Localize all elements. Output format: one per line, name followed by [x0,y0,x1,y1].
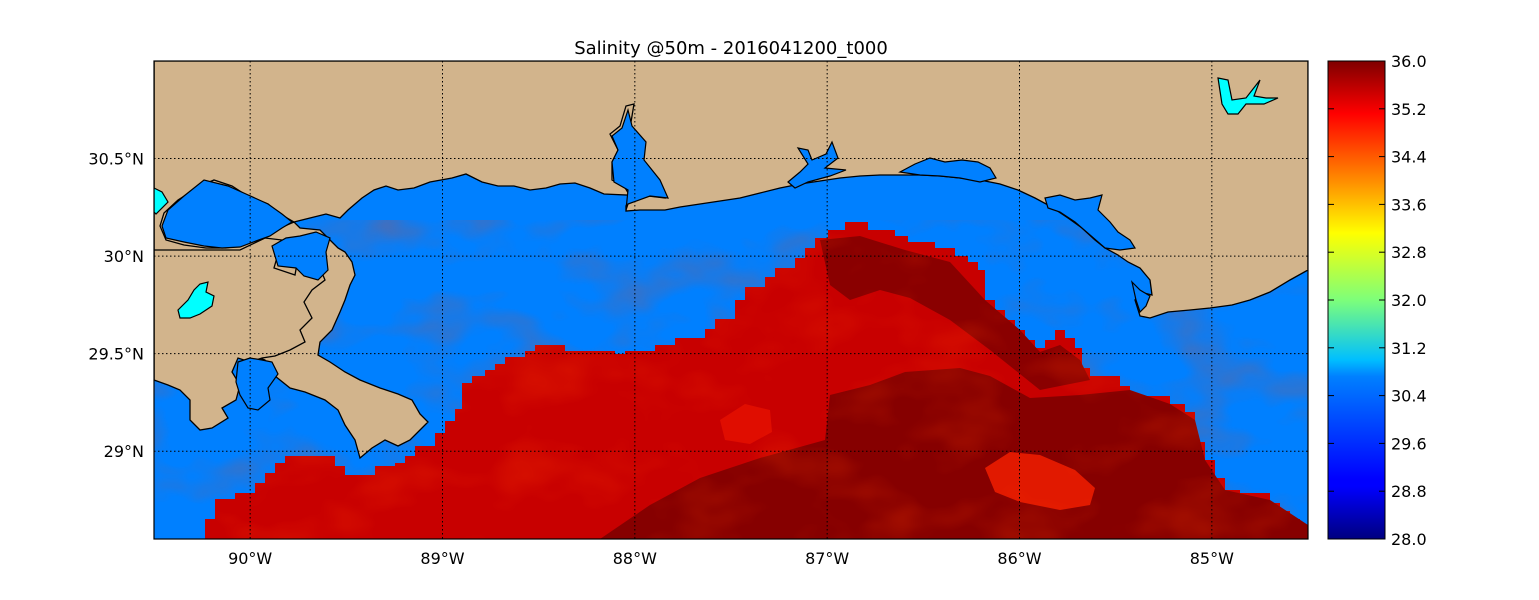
land-mass [154,61,1308,460]
map-area [154,61,1308,539]
colorbar-tick-label: 32.8 [1391,243,1427,262]
colorbar-tick-label: 31.2 [1391,339,1427,358]
st-andrew-bay [1044,194,1137,251]
map-title: Salinity @50m - 2016041200_t000 [574,38,888,59]
colorbar-ticks: 36.0 35.2 34.4 33.6 32.8 32.0 31.2 30.4 29.6 28.8… [1328,52,1427,549]
map-frame [153,60,1309,540]
latitude-label: 29.5°N [88,345,144,364]
colorbar [1327,60,1386,540]
choctawhatchee-bay [898,157,997,183]
mobile-bay [611,107,669,211]
colorbar-tick-label: 29.6 [1391,434,1427,453]
longitude-label: 90°W [228,549,272,568]
lake-pontchartrain [161,179,294,249]
colorbar-tick-label: 36.0 [1391,52,1427,71]
gridlines [154,61,1308,539]
land-louisiana [154,237,326,431]
apalachicola-bay [1130,280,1151,314]
lake-east [1217,77,1279,115]
barataria-water [235,357,279,411]
pensacola-bay [787,140,847,189]
bay-saint-louis [271,231,331,281]
latitude-label: 30°N [104,247,144,266]
colorbar-tick-label: 32.0 [1391,291,1427,310]
colorbar-tick-label: 28.0 [1391,530,1427,549]
colorbar-tick-label: 35.2 [1391,100,1427,119]
longitude-label: 86°W [997,549,1041,568]
colorbar-tick-label: 30.4 [1391,387,1427,406]
lake-west [177,281,215,319]
longitude-label: 85°W [1190,549,1234,568]
colorbar-tick-label: 33.6 [1391,195,1427,214]
latitude-labels: 30.5°N 30°N 29.5°N 29°N [88,150,144,462]
latitude-label: 29°N [104,442,144,461]
longitude-label: 87°W [805,549,849,568]
colorbar-tick-label: 28.8 [1391,482,1427,501]
longitude-labels: 90°W 89°W 88°W 87°W 86°W 85°W [228,549,1234,568]
colorbar-tick-label: 34.4 [1391,148,1427,167]
latitude-label: 30.5°N [88,150,144,169]
lake-maurepas [154,187,169,215]
longitude-label: 89°W [420,549,464,568]
longitude-label: 88°W [613,549,657,568]
